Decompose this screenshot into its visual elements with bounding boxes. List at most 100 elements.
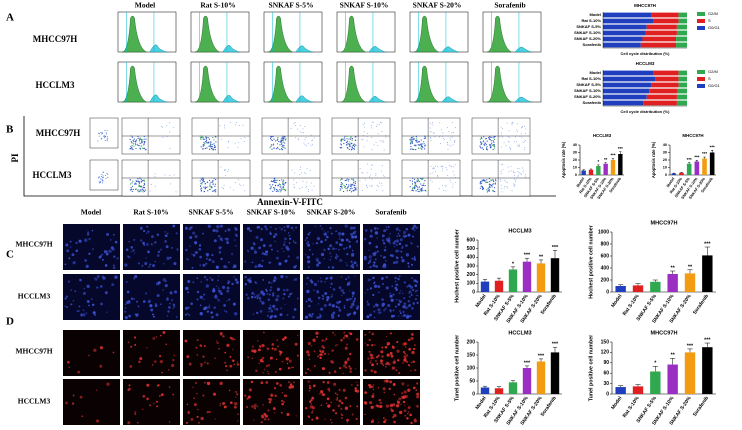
cell — [190, 417, 194, 421]
cell — [292, 316, 295, 319]
cell — [410, 336, 414, 341]
dot — [203, 191, 205, 193]
micrograph — [243, 224, 300, 270]
dot — [435, 165, 437, 167]
dot — [208, 179, 211, 182]
cell — [167, 310, 170, 313]
dot — [421, 189, 423, 191]
dot — [132, 148, 134, 151]
g2-peak — [295, 95, 314, 103]
cell — [221, 240, 223, 242]
dot — [105, 133, 107, 135]
cell — [371, 394, 375, 398]
cell — [335, 230, 338, 233]
cell — [354, 367, 357, 370]
cell — [176, 248, 179, 251]
cell — [394, 276, 397, 280]
cell — [145, 232, 148, 235]
cell — [112, 266, 116, 269]
x-tick-label: Model — [576, 177, 586, 188]
bar-segment — [603, 100, 644, 106]
bar — [494, 280, 504, 292]
cell — [71, 253, 75, 257]
cell — [226, 369, 229, 372]
dot — [482, 140, 485, 142]
dot — [228, 140, 230, 142]
significance: *** — [704, 241, 711, 247]
g2-peak — [514, 46, 533, 53]
dot — [433, 168, 435, 170]
cell — [411, 333, 414, 336]
bar-segment — [645, 30, 677, 36]
dot — [412, 135, 414, 138]
cell — [147, 230, 150, 233]
y-axis-label: Tunel positive cell number — [588, 335, 594, 401]
cell — [206, 362, 209, 365]
cell — [263, 331, 265, 334]
dot — [489, 145, 491, 147]
dot — [142, 186, 145, 188]
dot — [202, 144, 204, 147]
dot — [129, 189, 131, 191]
dot — [175, 191, 177, 193]
cell — [91, 303, 95, 307]
cell — [167, 297, 169, 299]
cell — [82, 313, 86, 317]
cell — [385, 404, 390, 408]
dot — [142, 147, 144, 149]
cell — [258, 297, 262, 300]
dot — [442, 138, 444, 140]
cell — [371, 332, 375, 336]
dot — [481, 137, 483, 140]
cell — [341, 294, 343, 297]
cell — [146, 383, 150, 387]
cell — [265, 288, 267, 291]
dot — [210, 187, 212, 189]
cell — [196, 353, 199, 356]
dot — [353, 146, 356, 148]
dot — [376, 189, 378, 191]
g2-peak — [368, 96, 387, 103]
cell — [192, 231, 196, 235]
cell — [213, 393, 215, 395]
cell — [306, 290, 310, 294]
cell — [340, 416, 344, 420]
cell — [370, 278, 372, 281]
cell — [255, 235, 259, 240]
cell — [133, 277, 136, 280]
dot — [103, 136, 105, 138]
dot — [353, 181, 355, 183]
cell — [272, 292, 275, 295]
dot — [145, 149, 147, 151]
histogram-plot — [263, 11, 323, 53]
cell — [312, 384, 316, 388]
cell — [397, 232, 400, 235]
cell — [152, 337, 156, 340]
cell — [312, 338, 316, 342]
cell — [344, 346, 348, 350]
cell — [387, 239, 391, 243]
dot — [479, 183, 481, 185]
cell — [344, 396, 348, 400]
cell — [198, 244, 202, 247]
dot — [493, 138, 496, 141]
cell — [258, 362, 261, 365]
cell — [172, 358, 175, 362]
dot — [282, 139, 284, 142]
y-tick-label: 800 — [601, 241, 610, 247]
dot — [370, 125, 372, 127]
cell — [352, 264, 355, 267]
dot — [349, 188, 352, 190]
cell — [330, 401, 332, 404]
dot — [516, 129, 518, 131]
error-bar — [552, 250, 558, 259]
cell — [389, 309, 392, 312]
dot — [381, 122, 383, 124]
cell — [323, 303, 327, 308]
cell — [392, 309, 395, 312]
bar — [480, 387, 490, 394]
cell — [293, 229, 295, 231]
error-bar — [589, 168, 593, 170]
cell — [87, 233, 90, 236]
dot — [512, 170, 514, 172]
